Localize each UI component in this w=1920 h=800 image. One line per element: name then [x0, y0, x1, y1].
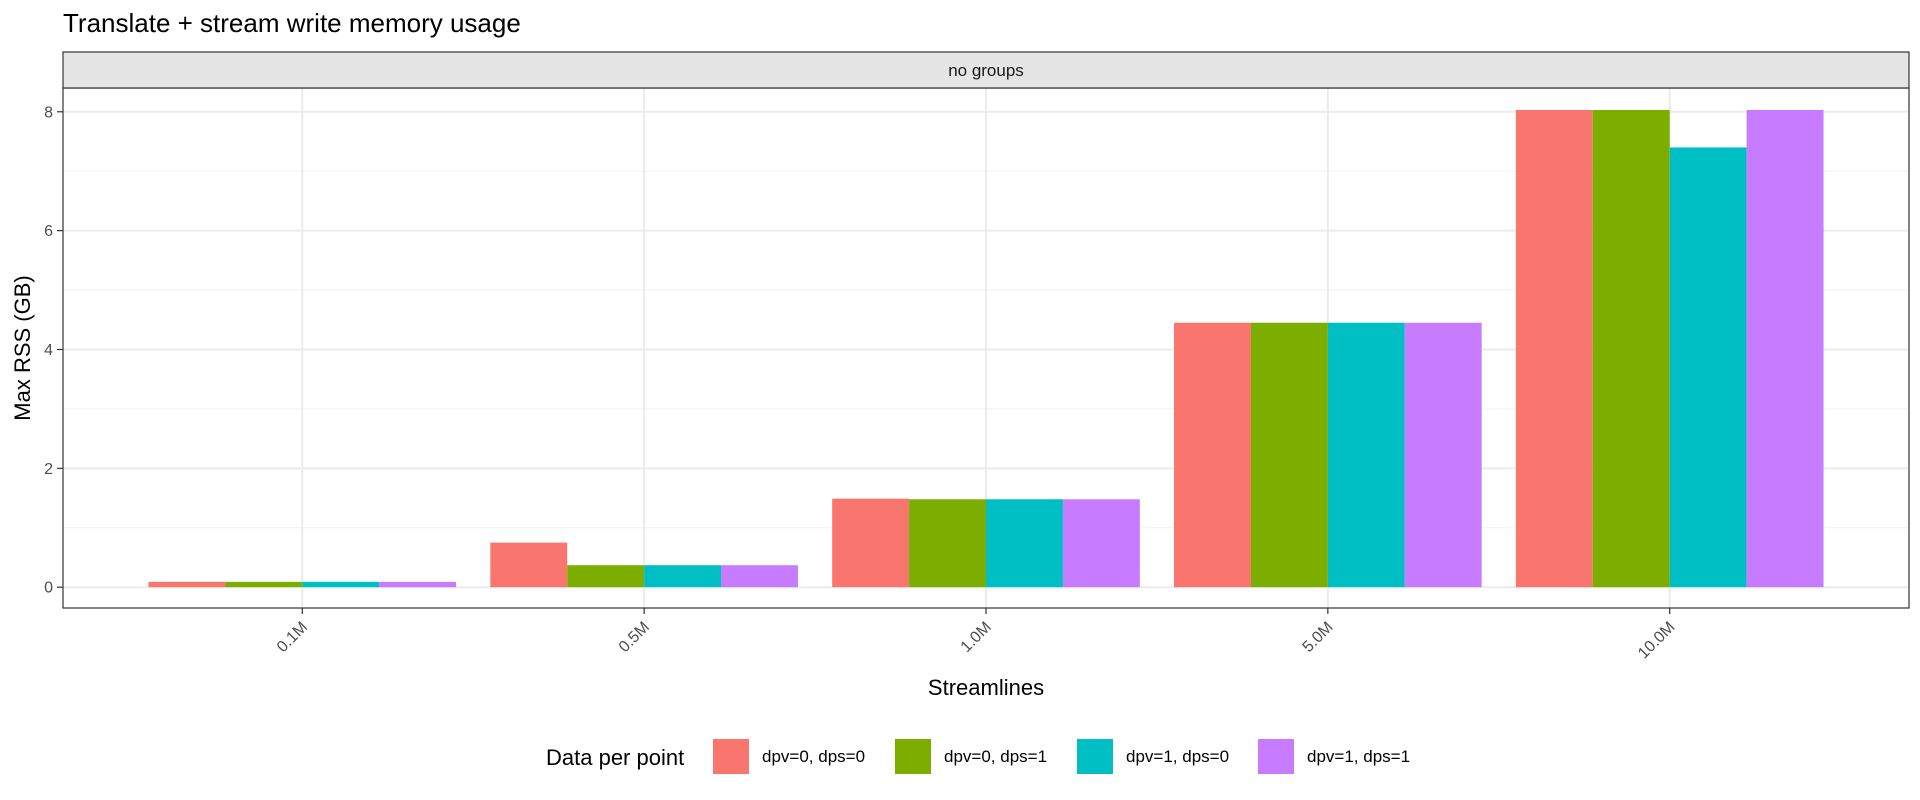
bar	[225, 581, 303, 588]
bar	[1174, 322, 1251, 588]
y-tick-label: 6	[44, 223, 53, 240]
legend-label: dpv=1, dps=0	[1126, 747, 1229, 766]
bar	[1062, 499, 1140, 588]
bar	[1592, 109, 1670, 588]
y-axis: 0 2 4 6 8	[44, 104, 63, 597]
legend-key	[1258, 739, 1294, 774]
y-axis-title: Max RSS (GB)	[10, 275, 35, 420]
bar	[1327, 322, 1405, 588]
legend-title: Data per point	[546, 745, 684, 770]
bar	[721, 565, 798, 588]
legend-key	[1077, 739, 1113, 774]
bar	[490, 542, 568, 588]
facet-strip-label: no groups	[948, 61, 1024, 80]
plot-panel	[62, 87, 1910, 609]
legend-key	[713, 739, 749, 774]
bar	[302, 581, 380, 588]
bar	[1250, 322, 1328, 588]
bar	[567, 565, 645, 588]
legend-label: dpv=1, dps=1	[1307, 747, 1410, 766]
legend: Data per point dpv=0, dps=0 dpv=0, dps=1 d…	[546, 739, 1410, 774]
bar	[148, 581, 226, 588]
facet-strip: no groups	[62, 51, 1910, 89]
chart-title: Translate + stream write memory usage	[63, 8, 521, 38]
bar	[644, 565, 722, 588]
bar	[1515, 109, 1593, 588]
bar	[1669, 147, 1747, 588]
y-tick-label: 8	[44, 104, 53, 121]
bar	[379, 581, 457, 588]
bars	[148, 109, 1824, 588]
bar	[832, 498, 910, 588]
bar	[909, 499, 986, 588]
legend-label: dpv=0, dps=1	[944, 747, 1047, 766]
y-tick-label: 4	[44, 342, 53, 359]
legend-label: dpv=0, dps=0	[762, 747, 865, 766]
bar	[1746, 109, 1824, 588]
y-tick-label: 2	[44, 461, 53, 478]
y-tick-label: 0	[44, 580, 53, 597]
bar	[1404, 322, 1482, 588]
legend-key	[895, 739, 931, 774]
facet-strip-background	[62, 51, 1910, 89]
bar	[986, 499, 1063, 588]
x-axis-title: Streamlines	[928, 675, 1044, 700]
